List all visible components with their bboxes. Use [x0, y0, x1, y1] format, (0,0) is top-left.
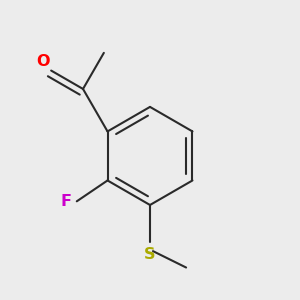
Text: O: O: [36, 54, 50, 69]
Text: S: S: [144, 247, 156, 262]
Text: F: F: [60, 194, 71, 209]
